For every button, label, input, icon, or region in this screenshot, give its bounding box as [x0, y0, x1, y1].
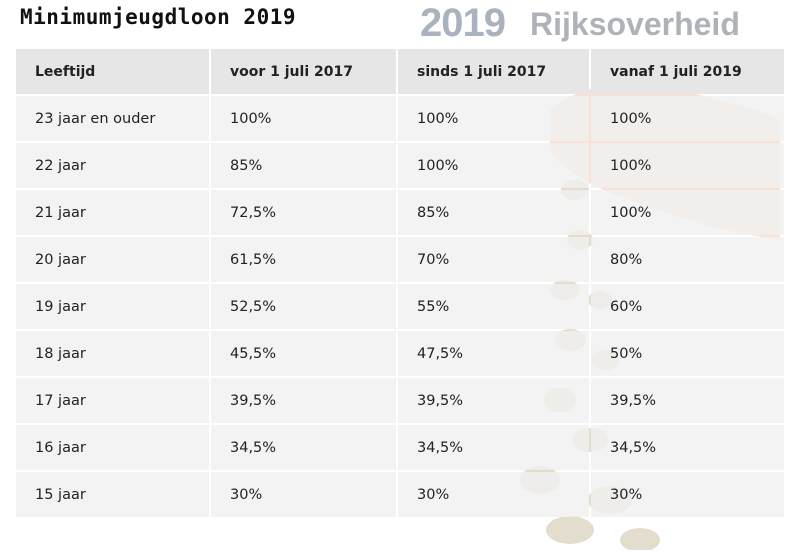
table-row: 23 jaar en ouder 100% 100% 100% — [16, 96, 784, 141]
cell-before-2017: 34,5% — [211, 425, 396, 470]
cell-age: 19 jaar — [16, 284, 209, 329]
cell-from-2019: 39,5% — [591, 378, 784, 423]
header-age: Leeftijd — [16, 49, 209, 94]
table-row: 22 jaar 85% 100% 100% — [16, 143, 784, 188]
cell-age: 20 jaar — [16, 237, 209, 282]
cell-since-2017: 34,5% — [398, 425, 589, 470]
cell-before-2017: 72,5% — [211, 190, 396, 235]
table-row: 18 jaar 45,5% 47,5% 50% — [16, 331, 784, 376]
cell-from-2019: 34,5% — [591, 425, 784, 470]
watermark-year: 2019 — [420, 1, 506, 45]
cell-age: 16 jaar — [16, 425, 209, 470]
watermark-logo: Rijksoverheid — [530, 6, 740, 42]
cell-before-2017: 45,5% — [211, 331, 396, 376]
cell-before-2017: 30% — [211, 472, 396, 517]
cell-from-2019: 100% — [591, 96, 784, 141]
table-row: 15 jaar 30% 30% 30% — [16, 472, 784, 517]
cell-since-2017: 100% — [398, 143, 589, 188]
cell-before-2017: 39,5% — [211, 378, 396, 423]
cell-since-2017: 55% — [398, 284, 589, 329]
cell-since-2017: 70% — [398, 237, 589, 282]
cell-since-2017: 39,5% — [398, 378, 589, 423]
cell-age: 23 jaar en ouder — [16, 96, 209, 141]
table-row: 19 jaar 52,5% 55% 60% — [16, 284, 784, 329]
cell-from-2019: 100% — [591, 190, 784, 235]
cell-from-2019: 100% — [591, 143, 784, 188]
cell-since-2017: 85% — [398, 190, 589, 235]
cell-before-2017: 100% — [211, 96, 396, 141]
cell-since-2017: 47,5% — [398, 331, 589, 376]
page-title: Minimumjeugdloon 2019 — [20, 5, 297, 29]
cell-from-2019: 50% — [591, 331, 784, 376]
cell-age: 22 jaar — [16, 143, 209, 188]
header-from-2019: vanaf 1 juli 2019 — [591, 49, 784, 94]
cell-before-2017: 52,5% — [211, 284, 396, 329]
cell-from-2019: 60% — [591, 284, 784, 329]
table-row: 16 jaar 34,5% 34,5% 34,5% — [16, 425, 784, 470]
cell-from-2019: 80% — [591, 237, 784, 282]
cell-age: 18 jaar — [16, 331, 209, 376]
cell-since-2017: 30% — [398, 472, 589, 517]
cell-before-2017: 61,5% — [211, 237, 396, 282]
cell-since-2017: 100% — [398, 96, 589, 141]
wage-table: Leeftijd voor 1 juli 2017 sinds 1 juli 2… — [14, 47, 786, 519]
cell-from-2019: 30% — [591, 472, 784, 517]
cell-before-2017: 85% — [211, 143, 396, 188]
header-row: Leeftijd voor 1 juli 2017 sinds 1 juli 2… — [16, 49, 784, 94]
cell-age: 15 jaar — [16, 472, 209, 517]
table-row: 20 jaar 61,5% 70% 80% — [16, 237, 784, 282]
header-before-2017: voor 1 juli 2017 — [211, 49, 396, 94]
cell-age: 17 jaar — [16, 378, 209, 423]
table-row: 21 jaar 72,5% 85% 100% — [16, 190, 784, 235]
table-row: 17 jaar 39,5% 39,5% 39,5% — [16, 378, 784, 423]
cell-age: 21 jaar — [16, 190, 209, 235]
header-since-2017: sinds 1 juli 2017 — [398, 49, 589, 94]
